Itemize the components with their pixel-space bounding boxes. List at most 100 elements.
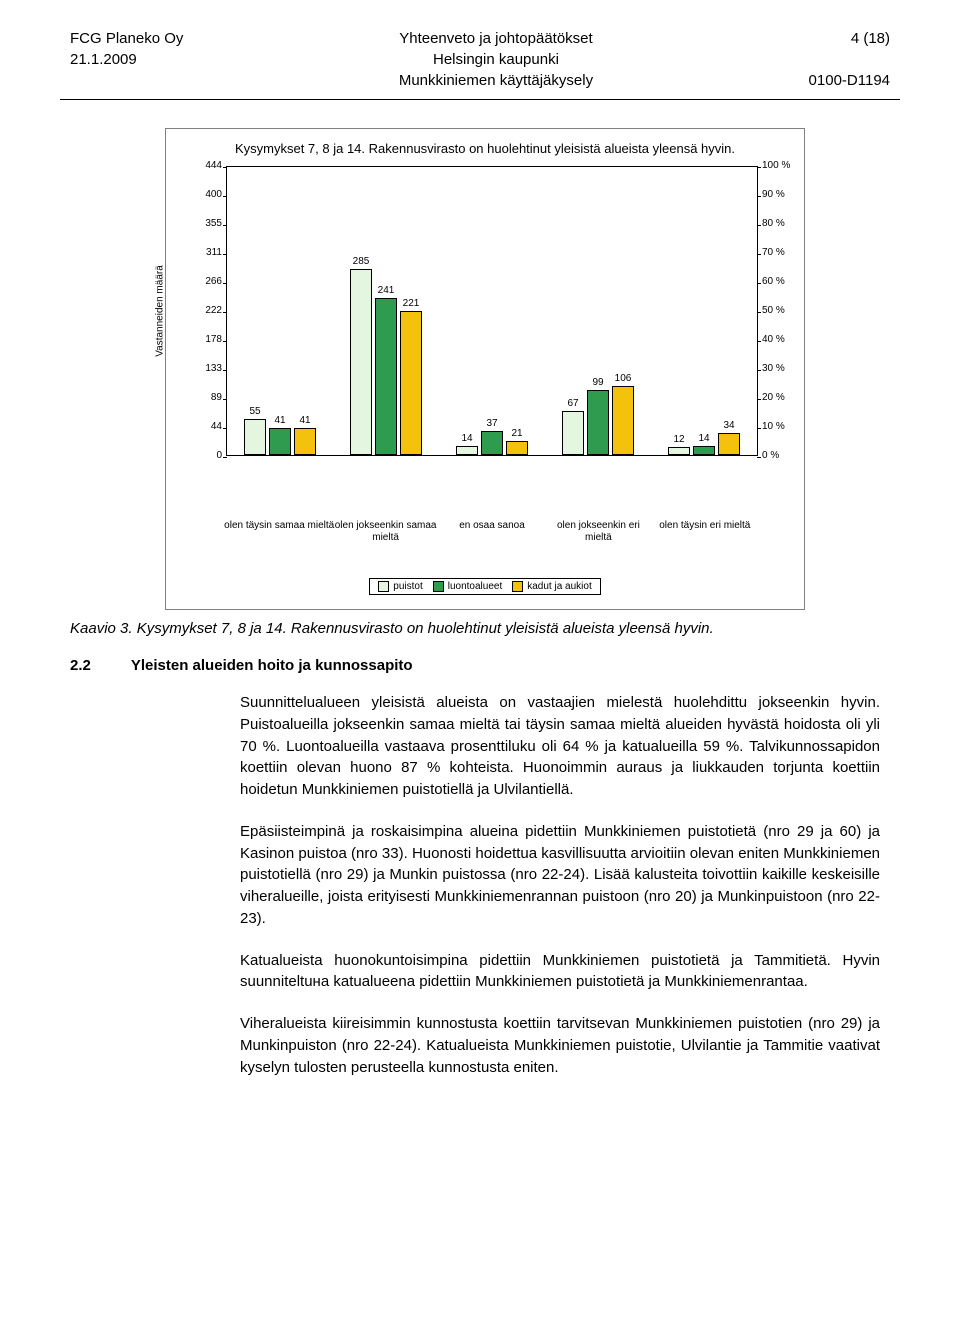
bar-group: 143721 (453, 431, 531, 455)
bar: 12 (668, 447, 690, 455)
y-right-tick-label: 100 % (762, 161, 790, 171)
x-axis-category-label: olen jokseenkin erimieltä (557, 520, 640, 544)
bar-value-label: 99 (592, 377, 603, 388)
bar: 14 (456, 446, 478, 455)
bar: 41 (294, 428, 316, 455)
legend-swatch (433, 581, 444, 592)
bar: 41 (269, 428, 291, 455)
bar-group: 554141 (241, 419, 319, 455)
y-axis-left-label: Vastanneiden määrä (155, 265, 166, 357)
bar-value-label: 67 (567, 398, 578, 409)
y-right-tick-label: 90 % (762, 190, 785, 200)
body-text: Suunnittelualueen yleisistä alueista on … (240, 692, 880, 1078)
x-axis-labels: olen täysin samaa mieltäolen jokseenkin … (226, 520, 758, 570)
y-left-tick-label: 133 (205, 364, 222, 374)
bar: 37 (481, 431, 503, 455)
page-header: FCG Planeko Oy 21.1.2009 Yhteenveto ja j… (70, 28, 890, 91)
bar: 241 (375, 298, 397, 455)
header-title: Yhteenveto ja johtopäätökset (183, 28, 808, 49)
y-right-tick-label: 20 % (762, 393, 785, 403)
header-doc-id: 0100-D1194 (809, 70, 890, 91)
legend-item: luontoalueet (433, 581, 503, 592)
section-number: 2.2 (70, 657, 91, 674)
y-axis-right: 0 %10 %20 %30 %40 %50 %60 %70 %80 %90 %1… (758, 166, 796, 456)
bar-value-label: 12 (673, 434, 684, 445)
header-rule (60, 99, 900, 100)
y-right-tick-label: 80 % (762, 219, 785, 229)
body-paragraph: Katualueista huonokuntoisimpina pidettii… (240, 950, 880, 994)
bar-value-label: 14 (698, 433, 709, 444)
y-right-tick-label: 70 % (762, 248, 785, 258)
bar-value-label: 106 (615, 373, 632, 384)
y-left-tick-label: 355 (205, 219, 222, 229)
bar-value-label: 221 (403, 298, 420, 309)
y-axis-left: 04489133178222266311355400444 (194, 166, 226, 456)
bar: 67 (562, 411, 584, 455)
bar-group: 6799106 (559, 386, 637, 455)
header-subtitle2: Munkkiniemen käyttäjäkysely (183, 70, 808, 91)
y-right-tick-label: 30 % (762, 364, 785, 374)
chart-caption: Kaavio 3. Kysymykset 7, 8 ja 14. Rakennu… (70, 620, 890, 637)
bar-group: 121434 (665, 433, 743, 455)
y-right-tick-label: 60 % (762, 277, 785, 287)
bar: 285 (350, 269, 372, 455)
legend-item: kadut ja aukiot (512, 581, 592, 592)
bar-value-label: 14 (461, 433, 472, 444)
chart-plot: 5541412852412211437216799106121434 (226, 166, 758, 456)
bar: 221 (400, 311, 422, 455)
page: FCG Planeko Oy 21.1.2009 Yhteenveto ja j… (0, 0, 960, 1331)
chart-container: Kysymykset 7, 8 ja 14. Rakennusvirasto o… (165, 128, 805, 610)
x-axis-category-label: olen täysin eri mieltä (659, 520, 750, 532)
y-left-tick-label: 89 (211, 393, 222, 403)
section-title: Yleisten alueiden hoito ja kunnossapito (131, 657, 413, 674)
bar: 34 (718, 433, 740, 455)
x-axis-category-label: olen jokseenkin samaamieltä (335, 520, 437, 544)
chart-legend: puistot luontoalueet kadut ja aukiot (174, 578, 796, 595)
bar: 14 (693, 446, 715, 455)
y-right-tick-label: 50 % (762, 306, 785, 316)
y-left-tick-label: 400 (205, 190, 222, 200)
x-axis-category-label: olen täysin samaa mieltä (224, 520, 334, 532)
bar-value-label: 241 (378, 285, 395, 296)
bar: 106 (612, 386, 634, 455)
y-left-tick-label: 444 (205, 161, 222, 171)
legend-label: kadut ja aukiot (527, 581, 592, 592)
x-axis-category-label: en osaa sanoa (459, 520, 525, 532)
legend-swatch (512, 581, 523, 592)
bar-value-label: 41 (274, 415, 285, 426)
body-paragraph: Viheralueista kiireisimmin kunnostusta k… (240, 1013, 880, 1078)
header-left: FCG Planeko Oy 21.1.2009 (70, 28, 183, 91)
y-right-tick-label: 10 % (762, 422, 785, 432)
chart-title: Kysymykset 7, 8 ja 14. Rakennusvirasto o… (174, 141, 796, 156)
body-paragraph: Suunnittelualueen yleisistä alueista on … (240, 692, 880, 801)
header-center: Yhteenveto ja johtopäätökset Helsingin k… (183, 28, 808, 91)
header-company: FCG Planeko Oy (70, 28, 183, 49)
header-subtitle1: Helsingin kaupunki (183, 49, 808, 70)
y-left-tick-label: 44 (211, 422, 222, 432)
bar: 21 (506, 441, 528, 455)
bar: 99 (587, 390, 609, 455)
bar-value-label: 55 (249, 406, 260, 417)
y-right-tick-label: 0 % (762, 451, 779, 461)
bar: 55 (244, 419, 266, 455)
legend-label: luontoalueet (448, 581, 503, 592)
bar-value-label: 37 (486, 418, 497, 429)
header-right: 4 (18) 0100-D1194 (809, 28, 890, 91)
legend-inner: puistot luontoalueet kadut ja aukiot (369, 578, 600, 595)
header-date: 21.1.2009 (70, 49, 183, 70)
section-header: 2.2 Yleisten alueiden hoito ja kunnossap… (70, 657, 890, 674)
header-page-number: 4 (18) (809, 28, 890, 49)
legend-item: puistot (378, 581, 422, 592)
y-left-tick-label: 311 (206, 248, 222, 258)
legend-label: puistot (393, 581, 422, 592)
bar-value-label: 41 (299, 415, 310, 426)
chart-area: Vastanneiden määrä 044891331782222663113… (174, 166, 796, 516)
bar-value-label: 285 (353, 256, 370, 267)
y-left-tick-label: 178 (205, 335, 222, 345)
body-paragraph: Epäsiisteimpinä ja roskaisimpina alueina… (240, 821, 880, 930)
y-left-tick-label: 266 (205, 277, 222, 287)
bar-value-label: 34 (723, 420, 734, 431)
y-left-tick-label: 222 (205, 306, 222, 316)
bar-value-label: 21 (511, 428, 522, 439)
y-left-tick-label: 0 (216, 451, 222, 461)
